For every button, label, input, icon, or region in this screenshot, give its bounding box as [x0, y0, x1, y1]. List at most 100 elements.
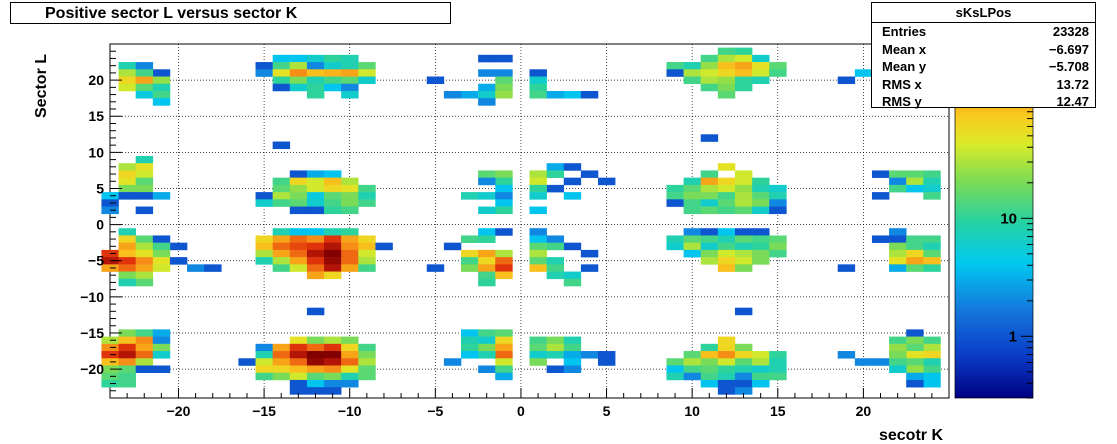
heatmap-cell	[306, 184, 325, 193]
heatmap-cell	[529, 170, 547, 178]
heatmap-cell	[255, 343, 273, 352]
heatmap-cell	[752, 235, 770, 243]
heatmap-cell	[341, 83, 359, 92]
heatmap-cell	[118, 351, 136, 359]
y-tick-label: −15	[80, 325, 104, 341]
heatmap-cell	[837, 264, 856, 272]
heatmap-cell	[717, 249, 736, 258]
heatmap-cell	[734, 228, 753, 236]
heatmap-cell	[752, 76, 770, 85]
heatmap-cell	[426, 264, 445, 272]
stat-label: Mean y	[882, 59, 927, 74]
heatmap-cell	[152, 329, 171, 337]
heatmap-cell	[734, 358, 753, 366]
heatmap-cell	[135, 163, 154, 171]
heatmap-cell	[495, 170, 513, 178]
heatmap-cell	[461, 329, 479, 337]
heatmap-cell	[152, 343, 171, 352]
heatmap-cell	[923, 177, 941, 186]
heatmap-cell	[529, 264, 547, 272]
heatmap-cell	[324, 170, 342, 178]
heatmap-cell	[135, 264, 154, 272]
heatmap-cell	[752, 184, 770, 193]
heatmap-cell	[118, 62, 136, 70]
heatmap-cell	[135, 235, 154, 243]
heatmap-cell	[717, 358, 736, 366]
heatmap-cell	[255, 257, 273, 265]
heatmap-cell	[358, 372, 376, 381]
stat-label: RMS x	[882, 76, 922, 92]
heatmap-cell	[118, 177, 136, 186]
heatmap-cell	[272, 264, 291, 272]
heatmap-cell	[341, 249, 359, 258]
heatmap-cell	[580, 351, 599, 359]
heatmap-cell	[135, 257, 154, 265]
heatmap-cell	[478, 170, 496, 178]
heatmap-cell	[135, 365, 154, 374]
heatmap-cell	[889, 184, 907, 193]
heatmap-cell	[341, 54, 359, 63]
heatmap-cell	[306, 69, 325, 77]
heatmap-cell	[289, 336, 308, 345]
heatmap-cell	[306, 379, 325, 388]
heatmap-cell	[152, 98, 171, 106]
heatmap-cell	[683, 249, 702, 258]
heatmap-cell	[341, 358, 359, 366]
heatmap-cell	[495, 228, 513, 236]
heatmap-cell	[289, 235, 308, 243]
y-tick-label: −20	[80, 361, 104, 377]
heatmap-cell	[700, 365, 719, 374]
heatmap-cell	[563, 90, 582, 99]
heatmap-cell	[752, 192, 770, 200]
x-tick-label: 0	[517, 403, 525, 419]
heatmap-cell	[546, 90, 565, 99]
heatmap-cell	[700, 62, 719, 70]
heatmap-cell	[272, 62, 291, 70]
heatmap-cell	[118, 163, 136, 171]
heatmap-cell	[135, 249, 154, 258]
heatmap-cell	[306, 228, 325, 236]
heatmap-cell	[306, 387, 325, 395]
heatmap-cell	[529, 192, 547, 200]
heatmap-cell	[306, 249, 325, 258]
heatmap-cell	[889, 228, 907, 236]
heatmap-cell	[135, 62, 154, 70]
heatmap-cell	[272, 343, 291, 352]
x-tick-label: −5	[427, 403, 443, 419]
heatmap-cell	[769, 192, 787, 200]
heatmap-cell	[837, 76, 856, 85]
heatmap-cell	[358, 242, 376, 251]
heatmap-cell	[734, 343, 753, 352]
heatmap-cell	[666, 235, 684, 243]
heatmap-cell	[478, 271, 496, 280]
heatmap-cell	[734, 76, 753, 85]
heatmap-cell	[135, 177, 154, 186]
stat-value: 12.47	[1056, 94, 1089, 109]
y-tick-label: 10	[88, 144, 104, 160]
heatmap-cell	[734, 47, 753, 56]
heatmap-cell	[734, 257, 753, 265]
heatmap-cell	[152, 83, 171, 92]
heatmap-cell	[700, 134, 719, 142]
heatmap-cell	[289, 249, 308, 258]
heatmap-cell	[529, 351, 547, 359]
heatmap-cell	[152, 264, 171, 272]
heatmap-cell	[700, 372, 719, 381]
heatmap-cell	[306, 177, 325, 186]
heatmap-cell	[358, 235, 376, 243]
heatmap-cell	[734, 206, 753, 215]
heatmap-cell	[923, 372, 941, 381]
heatmap-cell	[135, 155, 154, 164]
heatmap-cell	[306, 271, 325, 280]
heatmap-cell	[889, 257, 907, 265]
heatmap-cell	[717, 372, 736, 381]
x-tick-label: 10	[684, 403, 700, 419]
stat-row-mean-x: Mean x −6.697	[872, 41, 1095, 59]
heatmap-cell	[666, 358, 684, 366]
heatmap-cell	[906, 249, 924, 258]
heatmap-cell	[546, 365, 565, 374]
heatmap-cell	[255, 351, 273, 359]
heatmap-cell	[717, 379, 736, 388]
heatmap-cell	[289, 372, 308, 381]
heatmap-cell	[734, 379, 753, 388]
